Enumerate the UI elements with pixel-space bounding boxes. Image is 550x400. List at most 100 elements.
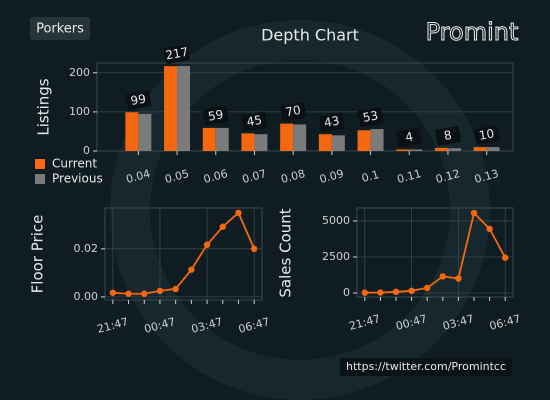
line [112,211,255,295]
bar [409,149,423,151]
bar [486,147,500,151]
x-tick-label: 0.13 [473,167,500,186]
x-tick-label: 06:47 [237,315,271,336]
data-label-group: 99 [125,90,152,110]
y-tick-label: 5000 [322,214,350,227]
x-tick-label: 0.08 [280,167,307,186]
data-label-group: 10 [473,125,500,145]
data-label: 4 [404,129,414,144]
data-label-box [280,101,307,122]
data-label: 8 [443,128,453,143]
y-axis-label: Sales Count [277,208,295,297]
point [502,254,509,261]
data-label: 59 [207,107,224,123]
x-tick-label: 0.1 [360,168,380,185]
data-label-box [357,107,384,127]
data-label-box [318,112,345,132]
data-label-box [202,106,229,126]
y-tick-label: 100 [69,105,90,118]
data-label-box [435,126,461,146]
bar [202,127,216,151]
data-label: 53 [362,108,379,124]
bar [125,112,139,151]
point [156,287,164,295]
bar [177,66,191,151]
x-tick-label: 21:47 [348,312,382,333]
x-tick-label: 06:47 [488,312,522,333]
bar [447,148,461,151]
point [361,289,368,296]
legend-swatch [35,174,45,184]
bar [215,127,229,151]
legend-swatch [35,159,45,169]
bar [396,149,410,151]
y-tick-label: 2500 [322,250,350,263]
y-tick-label: 0 [343,286,350,299]
data-label-group: 4 [396,127,423,148]
bar [370,129,384,151]
legend-label: Previous [52,172,103,186]
point [109,289,117,296]
data-label-group: 8 [435,126,461,146]
watermark [110,20,490,400]
x-tick-label: 0.11 [396,167,423,186]
legend-label: Current [52,157,97,171]
data-label-box [241,111,268,132]
bar [254,134,268,151]
bar [473,147,487,151]
url-box [340,358,512,376]
bar [280,123,294,151]
y-tick-label: 200 [69,66,90,79]
bar [318,134,332,151]
y-tick-label: 0.02 [74,242,99,255]
point [470,209,478,217]
data-label-group: 59 [202,106,229,126]
data-label: 10 [478,126,495,142]
y-axis-label: Floor Price [29,215,47,294]
point [125,290,132,297]
data-label-box [125,90,152,110]
point [486,225,493,233]
point [203,241,211,248]
point [424,284,431,292]
point [455,275,462,282]
y-axis-label: Listings [35,78,53,135]
point [392,288,400,296]
bar [434,147,448,151]
line [364,211,506,294]
x-tick-label: 0.07 [241,167,268,186]
x-tick-label: 0.06 [202,167,229,186]
chart-title: Depth Chart [261,26,359,45]
data-label: 99 [130,92,147,108]
x-tick-label: 0.05 [163,167,190,186]
point [439,273,446,280]
data-label: 217 [164,45,189,63]
data-label-box [164,44,190,64]
data-label-group: 43 [318,112,345,132]
plot-area [356,207,514,298]
logo: Promint [426,18,519,46]
x-tick-label: 0.04 [125,167,152,186]
point [141,290,148,297]
point [235,209,242,217]
badge: Porkers [36,22,84,37]
point [219,223,226,230]
bar [293,124,307,151]
data-label: 70 [284,103,301,119]
url: https://twitter.com/Promintcc [346,360,506,373]
point [188,266,195,273]
point [408,287,415,295]
plot-area [104,207,263,301]
point [250,245,258,253]
bar [241,133,255,151]
bar [357,130,371,151]
x-tick-label: 0.12 [434,167,461,186]
data-label-group: 45 [241,111,268,132]
x-tick-label: 0.09 [318,167,345,186]
data-label-group: 217 [164,44,190,64]
bar [164,66,178,151]
bar [138,113,152,151]
data-label-box [473,125,500,145]
